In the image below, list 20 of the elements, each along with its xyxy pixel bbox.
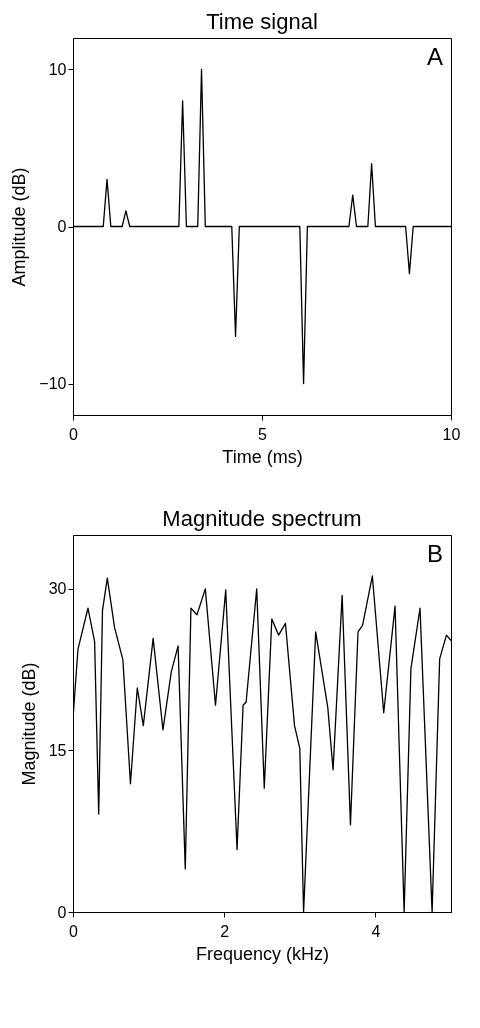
annotation: A xyxy=(426,43,443,70)
x-axis-title: Frequency (kHz) xyxy=(195,943,330,964)
y-tick-label: 0 xyxy=(57,218,67,235)
chart-title: Magnitude spectrum xyxy=(162,506,362,531)
x-tick-label: 10 xyxy=(442,425,461,443)
x-tick-label: 5 xyxy=(258,425,268,443)
x-tick-label: 2 xyxy=(220,922,230,940)
y-tick-label: 30 xyxy=(48,580,67,598)
y-tick-label: 10 xyxy=(48,60,67,78)
y-tick-label: 15 xyxy=(48,741,67,759)
y-tick-label: −10 xyxy=(39,375,67,393)
x-tick-label: 4 xyxy=(371,922,381,940)
y-axis-title: Amplitude (dB) xyxy=(9,167,30,287)
x-axis-title: Time (ms) xyxy=(222,446,303,467)
y-axis-title: Magnitude (dB) xyxy=(18,662,39,786)
y-tick-label: 0 xyxy=(57,903,67,921)
x-tick-label: 0 xyxy=(69,922,79,940)
annotation: B xyxy=(426,540,443,567)
x-tick-label: 0 xyxy=(69,425,79,443)
chart-title: Time signal xyxy=(206,9,318,34)
